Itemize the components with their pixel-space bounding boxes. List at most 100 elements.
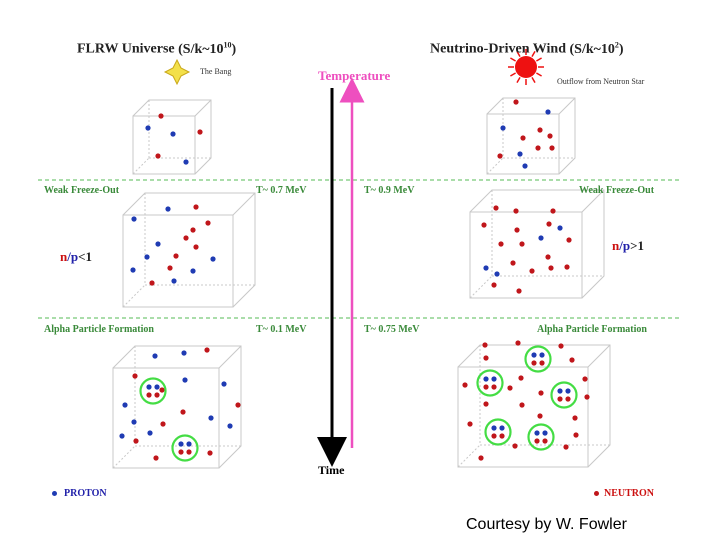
neutron bbox=[493, 205, 499, 211]
neutron bbox=[545, 254, 551, 260]
neutron bbox=[546, 221, 552, 227]
neutron bbox=[478, 455, 484, 461]
proton bbox=[119, 433, 125, 439]
alpha-particle bbox=[484, 418, 512, 446]
proton bbox=[122, 402, 128, 408]
alpha-particle bbox=[171, 434, 199, 462]
neutron bbox=[155, 153, 161, 159]
proton bbox=[208, 415, 214, 421]
proton bbox=[517, 151, 523, 157]
neutron bbox=[481, 222, 487, 228]
particle-box bbox=[122, 192, 256, 308]
neutron bbox=[515, 340, 521, 346]
proton bbox=[557, 225, 563, 231]
neutron bbox=[207, 450, 213, 456]
particle-box bbox=[112, 345, 242, 469]
proton bbox=[130, 267, 136, 273]
neutron bbox=[510, 260, 516, 266]
credit-text: Courtesy by W. Fowler bbox=[466, 516, 627, 533]
neutron bbox=[547, 133, 553, 139]
neutron bbox=[572, 415, 578, 421]
neutron bbox=[482, 342, 488, 348]
neutron bbox=[569, 357, 575, 363]
right-ratio: (S/k~102) bbox=[569, 40, 624, 57]
neutron bbox=[462, 382, 468, 388]
alpha-particle bbox=[550, 381, 578, 409]
neutron bbox=[513, 99, 519, 105]
right-source-label: Outflow from Neutron Star bbox=[557, 77, 645, 86]
proton bbox=[152, 353, 158, 359]
neutron bbox=[518, 375, 524, 381]
neutron bbox=[197, 129, 203, 135]
neutron bbox=[153, 455, 159, 461]
neutron bbox=[566, 237, 572, 243]
neutron bbox=[550, 208, 556, 214]
neutron bbox=[549, 145, 555, 151]
legend-neutron: NEUTRON bbox=[594, 488, 654, 499]
np-ratio-right: n/p>1 bbox=[612, 238, 645, 253]
proton bbox=[144, 254, 150, 260]
neutron bbox=[512, 443, 518, 449]
proton bbox=[155, 241, 161, 247]
neutron-star-icon bbox=[508, 49, 544, 85]
neutron bbox=[133, 438, 139, 444]
neutron bbox=[167, 265, 173, 271]
neutron bbox=[573, 432, 579, 438]
neutron bbox=[558, 343, 564, 349]
alpha-particle bbox=[524, 345, 552, 373]
neutron bbox=[149, 280, 155, 286]
proton bbox=[545, 109, 551, 115]
neutron bbox=[159, 387, 165, 393]
proton-dot-icon bbox=[52, 491, 57, 497]
proton bbox=[183, 159, 189, 165]
neutron bbox=[519, 402, 525, 408]
time-label: Time bbox=[318, 463, 345, 477]
neutron bbox=[235, 402, 241, 408]
alpha-particle bbox=[476, 369, 504, 397]
neutron bbox=[564, 264, 570, 270]
temp-weak-right: T~ 0.9 MeV bbox=[364, 185, 415, 196]
proton bbox=[538, 235, 544, 241]
neutron bbox=[514, 227, 520, 233]
alpha-formation-right-label: Alpha Particle Formation bbox=[537, 324, 647, 335]
alpha-particle bbox=[527, 423, 555, 451]
neutron bbox=[519, 241, 525, 247]
proton bbox=[147, 430, 153, 436]
neutron bbox=[483, 355, 489, 361]
neutron bbox=[507, 385, 513, 391]
neutron bbox=[537, 127, 543, 133]
neutron bbox=[205, 220, 211, 226]
neutron bbox=[467, 421, 473, 427]
neutron bbox=[513, 208, 519, 214]
neutron bbox=[158, 113, 164, 119]
particle-box bbox=[469, 189, 605, 299]
neutron bbox=[529, 268, 535, 274]
weak-freeze-out-left-label: Weak Freeze-Out bbox=[44, 185, 120, 196]
proton bbox=[145, 125, 151, 131]
neutron bbox=[497, 153, 503, 159]
neutron bbox=[563, 444, 569, 450]
neutron bbox=[132, 373, 138, 379]
neutron bbox=[180, 409, 186, 415]
weak-freeze-out-right-label: Weak Freeze-Out bbox=[579, 185, 655, 196]
legend-proton: PROTON bbox=[52, 488, 107, 499]
neutron bbox=[173, 253, 179, 259]
temp-alpha-left: T~ 0.1 MeV bbox=[256, 324, 307, 335]
proton bbox=[131, 419, 137, 425]
right-header: Neutrino-Driven Wind (S/k~102) bbox=[430, 40, 624, 58]
neutron bbox=[491, 282, 497, 288]
neutron bbox=[160, 421, 166, 427]
bang-icon bbox=[163, 58, 191, 86]
proton bbox=[221, 381, 227, 387]
neutron bbox=[582, 376, 588, 382]
proton bbox=[494, 271, 500, 277]
neutron bbox=[193, 204, 199, 210]
neutron bbox=[516, 288, 522, 294]
neutron bbox=[548, 265, 554, 271]
temp-weak-left: T~ 0.7 MeV bbox=[256, 185, 307, 196]
neutron bbox=[193, 244, 199, 250]
np-ratio-left: n/p<1 bbox=[60, 249, 93, 264]
left-title: FLRW Universe bbox=[77, 41, 175, 57]
proton bbox=[181, 350, 187, 356]
